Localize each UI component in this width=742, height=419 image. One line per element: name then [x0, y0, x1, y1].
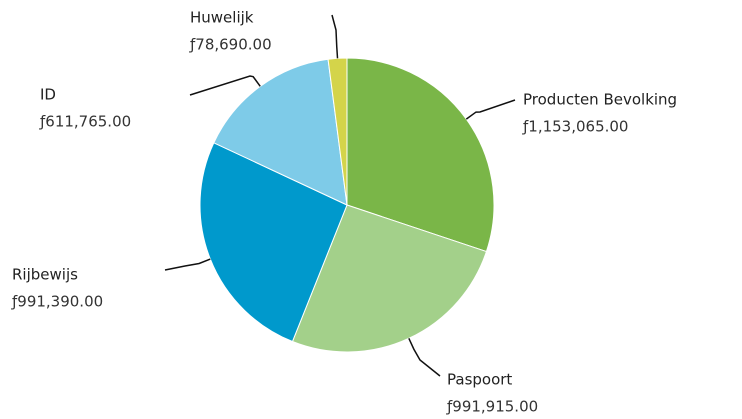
slice-label: Rijbewijs: [12, 266, 78, 284]
pie-slice: [346, 57, 495, 253]
pie-slice: [291, 204, 488, 353]
leader-line: [465, 99, 516, 120]
slice-value: ƒ1,153,065.00: [522, 118, 628, 136]
slice-label: ID: [40, 86, 56, 104]
leader-line: [408, 338, 441, 377]
slice-label: Producten Bevolking: [523, 91, 677, 109]
slice-label: Huwelijk: [190, 9, 254, 27]
leader-line: [331, 14, 339, 59]
pie-slice: [199, 142, 348, 343]
slice-value: ƒ611,765.00: [39, 113, 131, 131]
slice-label: Paspoort: [447, 371, 512, 389]
slice-value: ƒ991,915.00: [446, 398, 538, 416]
leader-line: [189, 75, 261, 96]
leader-line: [164, 258, 211, 271]
pie-slice: [213, 58, 348, 206]
slice-value: ƒ991,390.00: [11, 293, 103, 311]
slice-value: ƒ78,690.00: [189, 36, 272, 54]
